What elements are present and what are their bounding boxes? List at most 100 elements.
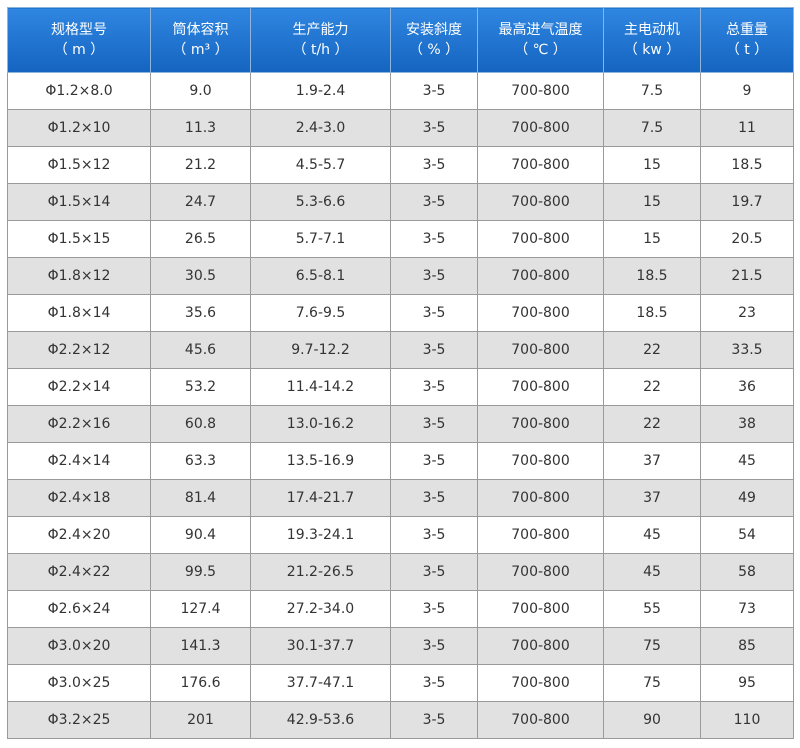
table-cell: 26.5 <box>150 220 251 258</box>
table-cell: 13.0-16.2 <box>250 405 391 443</box>
table-cell: 3-5 <box>390 331 478 369</box>
table-row: Φ1.2×10 11.3 2.4-3.0 3-5 700-800 7.5 11 <box>7 109 794 147</box>
table-cell: 700-800 <box>477 479 604 517</box>
table-cell: 37 <box>603 479 701 517</box>
table-cell: 45 <box>603 516 701 554</box>
table-row: Φ2.4×20 90.4 19.3-24.1 3-5 700-800 45 54 <box>7 516 794 554</box>
table-cell: 73 <box>700 590 794 628</box>
table-cell: 81.4 <box>150 479 251 517</box>
table-cell: 5.3-6.6 <box>250 183 391 221</box>
table-row: Φ1.2×8.0 9.0 1.9-2.4 3-5 700-800 7.5 9 <box>7 72 794 110</box>
table-cell: 176.6 <box>150 664 251 702</box>
table-cell: 45.6 <box>150 331 251 369</box>
table-cell: 9 <box>700 72 794 110</box>
table-cell: Φ1.2×10 <box>7 109 151 147</box>
table-cell: 3-5 <box>390 664 478 702</box>
table-cell: 700-800 <box>477 627 604 665</box>
table-cell: 1.9-2.4 <box>250 72 391 110</box>
header-cell: 生产能力 （ t/h ） <box>250 7 391 73</box>
table-cell: 23 <box>700 294 794 332</box>
table-cell: 18.5 <box>603 294 701 332</box>
table-cell: Φ3.2×25 <box>7 701 151 739</box>
table-cell: 700-800 <box>477 664 604 702</box>
table-row: Φ1.8×14 35.6 7.6-9.5 3-5 700-800 18.5 23 <box>7 294 794 332</box>
table-cell: 11.4-14.2 <box>250 368 391 406</box>
table-cell: 17.4-21.7 <box>250 479 391 517</box>
table-cell: 95 <box>700 664 794 702</box>
table-cell: Φ2.6×24 <box>7 590 151 628</box>
table-cell: 22 <box>603 368 701 406</box>
table-cell: 18.5 <box>603 257 701 295</box>
table-cell: 3-5 <box>390 220 478 258</box>
table-cell: 700-800 <box>477 220 604 258</box>
header-name: 主电动机 <box>624 22 680 38</box>
header-name: 最高进气温度 <box>498 22 583 38</box>
table-row: Φ3.0×25 176.6 37.7-47.1 3-5 700-800 75 95 <box>7 664 794 702</box>
table-cell: 36 <box>700 368 794 406</box>
table-cell: 700-800 <box>477 553 604 591</box>
header-unit: （ t/h ） <box>292 42 349 58</box>
header-unit: （ m ） <box>53 42 105 58</box>
table-cell: Φ2.4×14 <box>7 442 151 480</box>
table-cell: 53.2 <box>150 368 251 406</box>
table-cell: 9.0 <box>150 72 251 110</box>
table-cell: 3-5 <box>390 590 478 628</box>
header-cell: 主电动机 （ kw ） <box>603 7 701 73</box>
table-cell: 75 <box>603 664 701 702</box>
table-cell: 3-5 <box>390 183 478 221</box>
table-row: Φ2.4×22 99.5 21.2-26.5 3-5 700-800 45 58 <box>7 553 794 591</box>
table-body: Φ1.2×8.0 9.0 1.9-2.4 3-5 700-800 7.5 9 Φ1.2×10 1… <box>7 72 794 739</box>
table-cell: 2.4-3.0 <box>250 109 391 147</box>
table-cell: 42.9-53.6 <box>250 701 391 739</box>
table-cell: 700-800 <box>477 701 604 739</box>
table-cell: Φ3.0×20 <box>7 627 151 665</box>
header-name: 规格型号 <box>51 22 107 38</box>
table-cell: 60.8 <box>150 405 251 443</box>
table-row: Φ1.5×14 24.7 5.3-6.6 3-5 700-800 15 19.7 <box>7 183 794 221</box>
table-cell: 55 <box>603 590 701 628</box>
header-cell: 安装斜度 （ % ） <box>390 7 478 73</box>
table-cell: 7.6-9.5 <box>250 294 391 332</box>
header-name: 筒体容积 <box>172 22 229 38</box>
table-cell: 18.5 <box>700 146 794 184</box>
table-cell: 3-5 <box>390 553 478 591</box>
table-cell: 58 <box>700 553 794 591</box>
table-cell: 75 <box>603 627 701 665</box>
table-cell: 38 <box>700 405 794 443</box>
table-cell: 700-800 <box>477 183 604 221</box>
table-cell: Φ1.5×12 <box>7 146 151 184</box>
table-cell: 3-5 <box>390 72 478 110</box>
table-cell: Φ2.2×14 <box>7 368 151 406</box>
table-cell: 3-5 <box>390 257 478 295</box>
table-row: Φ2.4×18 81.4 17.4-21.7 3-5 700-800 37 49 <box>7 479 794 517</box>
table-cell: 27.2-34.0 <box>250 590 391 628</box>
table-cell: 20.5 <box>700 220 794 258</box>
table-cell: 54 <box>700 516 794 554</box>
table-cell: 13.5-16.9 <box>250 442 391 480</box>
table-cell: 35.6 <box>150 294 251 332</box>
table-cell: 19.3-24.1 <box>250 516 391 554</box>
table-cell: 3-5 <box>390 294 478 332</box>
header-row: 规格型号 （ m ） 筒体容积 （ m³ ） 生产能力 （ t/h ） 安装斜度 （ % ） 最… <box>7 7 794 73</box>
table-cell: 37 <box>603 442 701 480</box>
table-cell: 700-800 <box>477 331 604 369</box>
table-cell: 15 <box>603 183 701 221</box>
header-cell: 规格型号 （ m ） <box>7 7 151 73</box>
table-cell: 45 <box>700 442 794 480</box>
table-cell: 11 <box>700 109 794 147</box>
table-cell: 30.5 <box>150 257 251 295</box>
header-unit: （ m³ ） <box>172 42 229 58</box>
header-name: 安装斜度 <box>406 22 462 38</box>
table-cell: 45 <box>603 553 701 591</box>
table-cell: 3-5 <box>390 701 478 739</box>
table-row: Φ2.6×24 127.4 27.2-34.0 3-5 700-800 55 73 <box>7 590 794 628</box>
table-cell: 63.3 <box>150 442 251 480</box>
table-cell: 15 <box>603 220 701 258</box>
table-cell: 700-800 <box>477 257 604 295</box>
table-row: Φ2.2×12 45.6 9.7-12.2 3-5 700-800 22 33.5 <box>7 331 794 369</box>
table-row: Φ2.4×14 63.3 13.5-16.9 3-5 700-800 37 45 <box>7 442 794 480</box>
table-row: Φ1.5×12 21.2 4.5-5.7 3-5 700-800 15 18.5 <box>7 146 794 184</box>
table-wrap: 规格型号 （ m ） 筒体容积 （ m³ ） 生产能力 （ t/h ） 安装斜度 （ % ） 最… <box>7 7 794 739</box>
table-cell: 9.7-12.2 <box>250 331 391 369</box>
table-cell: 700-800 <box>477 405 604 443</box>
